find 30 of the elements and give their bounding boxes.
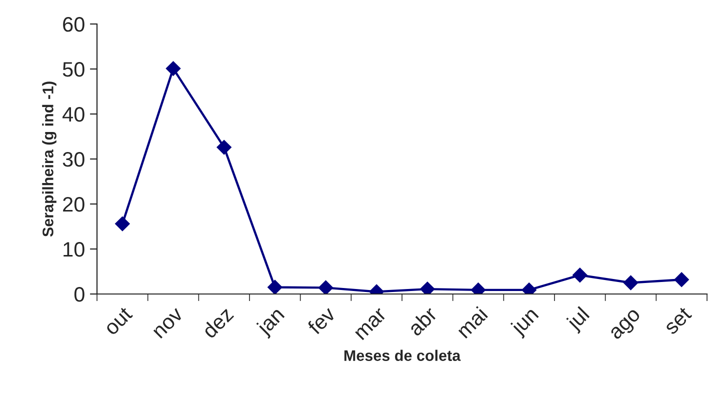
point [166,61,181,76]
x-axis-title: Meses de coleta [344,350,461,361]
x-tick-label: mar [354,308,388,340]
x-tick-label: set [663,306,692,336]
y-tick-label: 10 [64,242,84,257]
y-tick-label: 50 [62,62,84,77]
y-tick-label: 20 [63,197,84,212]
y-axis-title: Serapilheira (g ind -1) [42,82,56,237]
y-tick-label: 40 [62,107,84,122]
x-tick-label: jan [254,306,288,339]
x-tick-label: abr [406,305,438,337]
x-tick-label: ago [610,308,644,343]
y-tick-label: 30 [62,152,84,167]
x-tick-label: jun [509,306,542,339]
x-tick-label: mai [455,306,488,339]
point [318,280,334,294]
point [420,282,435,294]
point [115,216,130,232]
x-tick-label: jul [564,306,593,334]
x-tick-label: out [104,306,134,336]
point [268,280,282,294]
point [623,275,638,290]
point [216,140,232,155]
x-tick-label: fev [306,305,337,336]
x-tick-label: dez [200,306,234,340]
point [674,272,689,287]
y-tick-label: 60 [63,17,84,32]
y-tick-label: 0 [74,287,84,302]
point [572,268,588,282]
x-tick-label: nov [153,308,184,339]
